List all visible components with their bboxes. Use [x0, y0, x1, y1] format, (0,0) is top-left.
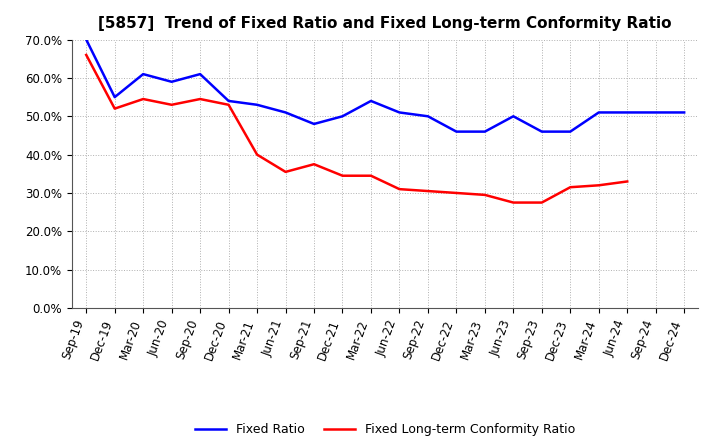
Fixed Ratio [566, 129, 575, 134]
Fixed Ratio [652, 110, 660, 115]
Line: Fixed Long-term Conformity Ratio: Fixed Long-term Conformity Ratio [86, 55, 627, 202]
Fixed Ratio [480, 129, 489, 134]
Fixed Long-term Conformity Ratio [595, 183, 603, 188]
Fixed Ratio [680, 110, 688, 115]
Fixed Long-term Conformity Ratio [139, 96, 148, 102]
Fixed Long-term Conformity Ratio [366, 173, 375, 178]
Fixed Ratio [196, 71, 204, 77]
Fixed Ratio [167, 79, 176, 84]
Fixed Ratio [423, 114, 432, 119]
Fixed Long-term Conformity Ratio [82, 52, 91, 58]
Fixed Long-term Conformity Ratio [253, 152, 261, 157]
Fixed Ratio [110, 95, 119, 100]
Legend: Fixed Ratio, Fixed Long-term Conformity Ratio: Fixed Ratio, Fixed Long-term Conformity … [190, 418, 580, 440]
Fixed Long-term Conformity Ratio [167, 102, 176, 107]
Fixed Long-term Conformity Ratio [537, 200, 546, 205]
Fixed Ratio [82, 37, 91, 42]
Fixed Ratio [537, 129, 546, 134]
Fixed Ratio [623, 110, 631, 115]
Fixed Ratio [452, 129, 461, 134]
Fixed Long-term Conformity Ratio [110, 106, 119, 111]
Fixed Ratio [509, 114, 518, 119]
Fixed Long-term Conformity Ratio [566, 185, 575, 190]
Fixed Ratio [595, 110, 603, 115]
Fixed Long-term Conformity Ratio [623, 179, 631, 184]
Fixed Long-term Conformity Ratio [225, 102, 233, 107]
Fixed Long-term Conformity Ratio [395, 187, 404, 192]
Fixed Ratio [338, 114, 347, 119]
Fixed Long-term Conformity Ratio [282, 169, 290, 175]
Fixed Long-term Conformity Ratio [509, 200, 518, 205]
Fixed Ratio [282, 110, 290, 115]
Fixed Long-term Conformity Ratio [196, 96, 204, 102]
Fixed Long-term Conformity Ratio [338, 173, 347, 178]
Fixed Ratio [366, 98, 375, 103]
Fixed Ratio [139, 71, 148, 77]
Title: [5857]  Trend of Fixed Ratio and Fixed Long-term Conformity Ratio: [5857] Trend of Fixed Ratio and Fixed Lo… [99, 16, 672, 32]
Fixed Long-term Conformity Ratio [310, 161, 318, 167]
Fixed Ratio [395, 110, 404, 115]
Fixed Long-term Conformity Ratio [452, 191, 461, 196]
Fixed Ratio [253, 102, 261, 107]
Fixed Long-term Conformity Ratio [480, 192, 489, 198]
Line: Fixed Ratio: Fixed Ratio [86, 40, 684, 132]
Fixed Ratio [310, 121, 318, 127]
Fixed Ratio [225, 98, 233, 103]
Fixed Long-term Conformity Ratio [423, 188, 432, 194]
